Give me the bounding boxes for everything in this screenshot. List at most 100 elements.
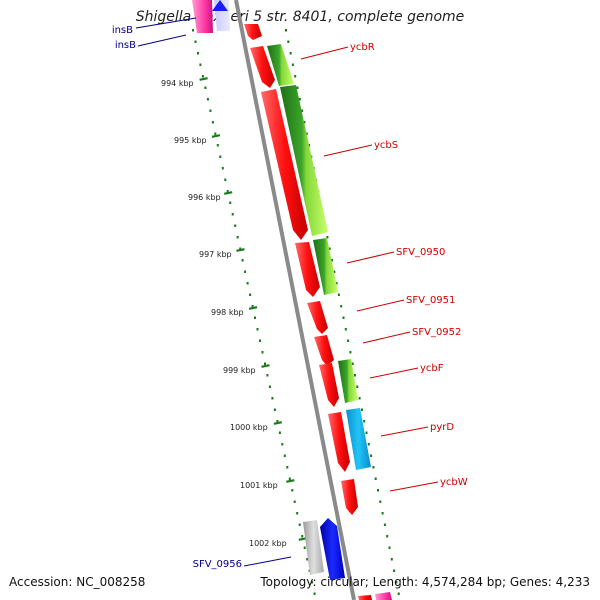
label-sfv0951[interactable]: SFV_0951 — [406, 295, 455, 306]
gene-insb-1[interactable] — [192, 0, 213, 33]
ruler-minor-tick — [337, 293, 340, 296]
label-ycbs[interactable]: ycbS — [374, 140, 398, 151]
ruler-minor-tick — [268, 385, 271, 388]
ruler-minor-tick — [204, 86, 207, 89]
ruler-minor-tick — [251, 305, 254, 308]
gene-sfv0956-blue[interactable] — [320, 518, 345, 580]
ruler-minor-tick — [311, 581, 314, 584]
ruler-minor-tick — [287, 40, 290, 43]
ruler-minor-tick — [264, 362, 266, 365]
label-insb-2[interactable]: insB — [115, 40, 136, 51]
ruler-minor-tick — [211, 121, 214, 124]
ruler-minor-tick — [358, 397, 361, 400]
ruler-minor-tick — [374, 477, 377, 480]
tick-label-997: 997 kbp — [199, 250, 232, 259]
label-sfv0950[interactable]: SFV_0950 — [396, 247, 445, 258]
ruler-minor-tick — [328, 247, 331, 250]
ruler-minor-tick — [367, 443, 370, 446]
ruler-minor-tick — [340, 305, 343, 308]
gene-ycbf[interactable] — [319, 363, 339, 407]
ruler-minor-tick — [383, 523, 386, 526]
gene-sfv0950[interactable] — [295, 242, 320, 297]
ruler-minor-tick — [206, 98, 209, 101]
gene-sfv0956[interactable] — [303, 520, 324, 575]
ruler-minor-tick — [192, 29, 194, 32]
ruler-major-tick — [286, 479, 295, 483]
ruler-minor-tick — [305, 132, 308, 135]
ruler-minor-tick — [197, 52, 199, 55]
ruler-minor-tick — [246, 282, 249, 285]
ruler-major-tick — [199, 77, 208, 81]
ruler-minor-tick — [209, 109, 212, 112]
gene-ycbw[interactable] — [341, 479, 358, 515]
label-insb-1[interactable]: insB — [112, 25, 133, 36]
gene-ycbr[interactable] — [250, 46, 275, 88]
label-sfv0956[interactable]: SFV_0956 — [193, 559, 242, 570]
ruler-minor-tick — [254, 316, 256, 319]
gene-ycbs-green[interactable] — [280, 85, 328, 236]
ruler-minor-tick — [216, 144, 219, 147]
ruler-minor-tick — [347, 339, 350, 342]
ruler-minor-tick — [349, 351, 352, 354]
ruler-minor-tick — [291, 63, 294, 66]
ruler-minor-tick — [224, 178, 227, 181]
gene-sfv0952[interactable] — [314, 335, 334, 366]
gene-bottom-red[interactable] — [358, 595, 372, 600]
ruler-minor-tick — [249, 293, 252, 296]
ruler-minor-tick — [390, 558, 393, 561]
ruler-minor-tick — [344, 328, 347, 331]
ruler-minor-tick — [289, 52, 292, 55]
tick-label-994: 994 kbp — [161, 79, 194, 88]
ruler-minor-tick — [241, 259, 244, 262]
label-pyrd[interactable]: pyrD — [430, 422, 454, 433]
label-sfv0952[interactable]: SFV_0952 — [412, 327, 461, 338]
gene-ycbs[interactable] — [261, 89, 308, 240]
ruler-minor-tick — [331, 259, 333, 262]
ruler-minor-tick — [229, 201, 232, 204]
ruler-minor-tick — [283, 454, 286, 457]
ruler-minor-tick — [303, 121, 306, 124]
tick-label-1000: 1000 kbp — [230, 423, 268, 432]
leader-lines — [135, 17, 439, 567]
gene-insb-2-arrow[interactable] — [212, 0, 228, 11]
tick-labels: 994 kbp 995 kbp 996 kbp 997 kbp 998 kbp … — [161, 79, 287, 548]
ruler-minor-tick — [291, 489, 294, 492]
ruler-minor-tick — [333, 270, 336, 273]
gene-sfv0950-green[interactable] — [313, 238, 338, 295]
gene-pyrd[interactable] — [328, 412, 350, 472]
gene-top-red[interactable] — [244, 24, 262, 40]
ruler-minor-tick — [301, 109, 304, 112]
ruler-major-tick — [223, 191, 233, 195]
gene-pyrd-cyan[interactable] — [346, 408, 371, 470]
ruler-minor-tick — [381, 512, 384, 515]
ruler-minor-tick — [214, 132, 217, 135]
ruler-minor-tick — [201, 75, 204, 78]
ruler-minor-tick — [354, 374, 356, 377]
ruler-major-tick — [236, 248, 245, 252]
gene-ycbf-green[interactable] — [338, 359, 358, 403]
ruler-minor-tick — [273, 408, 276, 411]
gene-sfv0951[interactable] — [307, 301, 328, 334]
gene-bottom-pink[interactable] — [375, 592, 392, 600]
ruler-minor-tick — [379, 500, 382, 503]
label-ycbr[interactable]: ycbR — [350, 42, 375, 53]
ruler-minor-tick — [244, 270, 247, 273]
gene-ycbr-green[interactable] — [267, 44, 294, 86]
ruler-minor-tick — [234, 224, 237, 227]
ruler-minor-tick — [397, 592, 400, 595]
ruler-minor-tick — [306, 558, 309, 561]
ruler-major-tick — [261, 364, 270, 368]
ruler-minor-tick — [296, 86, 299, 89]
ruler-minor-tick — [281, 443, 284, 446]
topology-text: Topology: circular; Length: 4,574,284 bp… — [260, 575, 590, 589]
ruler-minor-tick — [326, 236, 329, 239]
tick-label-995: 995 kbp — [174, 136, 207, 145]
label-ycbf[interactable]: ycbF — [420, 363, 444, 374]
ruler-minor-tick — [351, 362, 354, 365]
ruler-minor-tick — [335, 282, 338, 285]
accession-text: Accession: NC_008258 — [9, 575, 146, 589]
feature-layer — [192, 0, 392, 600]
genome-backbone — [234, 0, 356, 600]
label-ycbw[interactable]: ycbW — [440, 477, 468, 488]
